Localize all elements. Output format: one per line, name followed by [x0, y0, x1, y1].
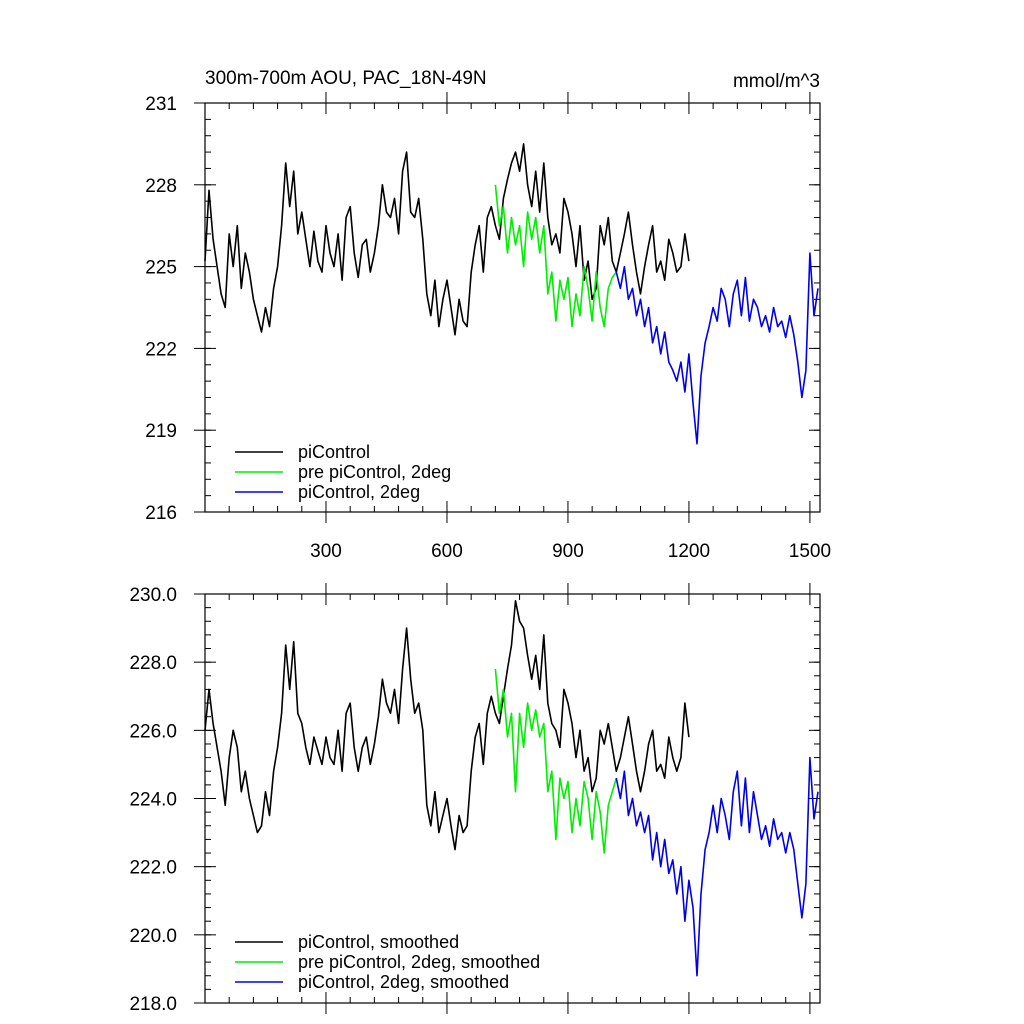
y-tick-label: 225: [145, 258, 177, 279]
bottom-panel-series: [204, 599, 819, 977]
top-panel: 300m-700m AOU, PAC_18N-49N mmol/m^3 2162…: [145, 68, 831, 562]
y-tick-label: 222.0: [129, 858, 177, 879]
y-tick-label: 230.0: [129, 585, 177, 606]
y-tick-label: 228: [145, 176, 177, 197]
y-tick-label: 216: [145, 503, 177, 524]
legend-label: piControl: [298, 442, 370, 462]
y-tick-label: 224.0: [129, 790, 177, 811]
x-tick-label: 300: [310, 541, 342, 562]
x-tick-label: 1200: [668, 541, 710, 562]
series-line-1: [494, 184, 617, 328]
legend-label: pre piControl, 2deg: [298, 462, 451, 482]
legend-label: pre piControl, 2deg, smoothed: [298, 952, 540, 972]
y-tick-label: 220.0: [129, 926, 177, 947]
y-tick-label: 231: [145, 94, 177, 115]
series-line-2: [615, 756, 819, 977]
x-tick-label: 900: [552, 541, 584, 562]
legend-label: piControl, 2deg, smoothed: [298, 972, 509, 992]
y-tick-label: 226.0: [129, 721, 177, 742]
top-panel-title: 300m-700m AOU, PAC_18N-49N: [205, 68, 487, 89]
x-tick-label: 1500: [789, 541, 831, 562]
x-tick-label: 600: [431, 541, 463, 562]
top-panel-units: mmol/m^3: [733, 71, 820, 92]
y-tick-label: 222: [145, 339, 177, 360]
bottom-panel: 218.0 220.0 222.0 224.0 226.0 228.0 230.0 piCo…: [129, 583, 821, 1015]
series-line-1: [494, 668, 618, 854]
y-tick-label: 218.0: [129, 994, 177, 1015]
series-line-0: [204, 143, 690, 336]
bottom-panel-ticks: 218.0 220.0 222.0 224.0 226.0 228.0 230.0: [129, 583, 820, 1015]
top-panel-series: [204, 143, 819, 445]
series-line-2: [615, 252, 819, 445]
series-line-0: [204, 599, 690, 851]
legend-label: piControl, smoothed: [298, 932, 459, 952]
y-tick-label: 228.0: [129, 653, 177, 674]
top-panel-ticks: 216 219 222 225 228 231 300 600 900 1200 1500: [145, 92, 831, 562]
y-tick-label: 219: [145, 421, 177, 442]
legend-label: piControl, 2deg: [298, 482, 420, 502]
top-panel-frame: [204, 102, 821, 513]
